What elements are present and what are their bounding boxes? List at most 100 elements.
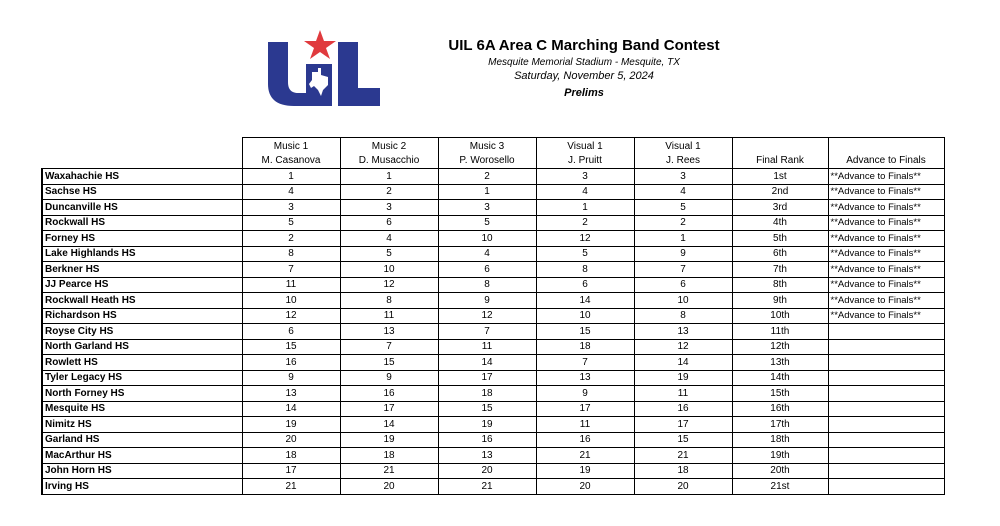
judge-rank-cell: 19 (339, 431, 439, 448)
table-row: North Garland HS 15 7 11 18 12 12th (41, 338, 945, 355)
judge-rank-cell: 13 (437, 447, 537, 464)
judge-rank-cell: 10 (339, 261, 439, 278)
judge-rank-cell: 6 (339, 214, 439, 231)
judge-rank-cell: 8 (339, 292, 439, 309)
judge-rank-cell: 14 (339, 416, 439, 433)
judge-rank-cell: 12 (633, 338, 733, 355)
judge-rank-cell: 17 (339, 400, 439, 417)
judge-rank-cell: 4 (339, 230, 439, 247)
final-rank-cell: 21st (731, 478, 829, 495)
judge-rank-cell: 10 (437, 230, 537, 247)
judge-rank-cell: 17 (241, 462, 341, 479)
judge-rank-cell: 16 (339, 385, 439, 402)
judge-rank-cell: 6 (241, 323, 341, 340)
final-rank-cell: 3rd (731, 199, 829, 216)
advance-status-cell: **Advance to Finals** (827, 276, 945, 293)
school-name-cell: Mesquite HS (41, 400, 243, 417)
results-body: Waxahachie HS 1 1 2 3 3 1st **Advance to Finals… (41, 168, 945, 495)
date-line: Saturday, November 5, 2024 (514, 70, 654, 82)
judge-rank-cell: 15 (535, 323, 635, 340)
final-rank-cell: 15th (731, 385, 829, 402)
final-rank-cell: 9th (731, 292, 829, 309)
judge-rank-cell: 8 (633, 307, 733, 324)
judge-rank-cell: 15 (339, 354, 439, 371)
table-row: John Horn HS 17 21 20 19 18 20th (41, 462, 945, 479)
judge-rank-cell: 1 (535, 199, 635, 216)
judge-rank-cell: 14 (241, 400, 341, 417)
round-label: Prelims (564, 87, 604, 99)
school-name-cell: Royse City HS (41, 323, 243, 340)
table-row: Waxahachie HS 1 1 2 3 3 1st **Advance to Finals… (41, 168, 945, 185)
judge-rank-cell: 9 (535, 385, 635, 402)
advance-status-cell (827, 323, 945, 340)
judge-rank-cell: 5 (339, 245, 439, 262)
final-rank-cell: 6th (731, 245, 829, 262)
advance-status-cell: **Advance to Finals** (827, 230, 945, 247)
judge-rank-cell: 18 (339, 447, 439, 464)
table-row: Royse City HS 6 13 7 15 13 11th (41, 323, 945, 340)
judge-rank-cell: 13 (241, 385, 341, 402)
table-row: Richardson HS 12 11 12 10 8 10th **Advance to F… (41, 307, 945, 324)
judge-rank-cell: 16 (241, 354, 341, 371)
judge-rank-cell: 6 (437, 261, 537, 278)
judge-rank-cell: 9 (241, 369, 341, 386)
advance-status-cell (827, 447, 945, 464)
final-rank-cell: 14th (731, 369, 829, 386)
judge-rank-cell: 4 (437, 245, 537, 262)
judge-rank-cell: 20 (535, 478, 635, 495)
school-name-cell: Lake Highlands HS (41, 245, 243, 262)
judge-rank-cell: 11 (535, 416, 635, 433)
judge-rank-cell: 21 (339, 462, 439, 479)
judge-rank-cell: 15 (633, 431, 733, 448)
judge-rank-cell: 20 (339, 478, 439, 495)
judge-rank-cell: 9 (437, 292, 537, 309)
header-blank-cell (42, 138, 242, 169)
judge-rank-cell: 19 (633, 369, 733, 386)
table-row: Garland HS 20 19 16 16 15 18th (41, 431, 945, 448)
judge-rank-cell: 10 (241, 292, 341, 309)
school-name-cell: North Garland HS (41, 338, 243, 355)
school-name-cell: Garland HS (41, 431, 243, 448)
advance-status-cell: **Advance to Finals** (827, 199, 945, 216)
judge-rank-cell: 21 (633, 447, 733, 464)
table-row: Mesquite HS 14 17 15 17 16 16th (41, 400, 945, 417)
advance-status-cell (827, 354, 945, 371)
judge-rank-cell: 3 (241, 199, 341, 216)
judge-rank-cell: 19 (241, 416, 341, 433)
school-name-cell: Sachse HS (41, 183, 243, 200)
table-row: Duncanville HS 3 3 3 1 5 3rd **Advance to Final… (41, 199, 945, 216)
judge-rank-cell: 21 (241, 478, 341, 495)
school-name-cell: Waxahachie HS (41, 168, 243, 185)
final-rank-cell: 11th (731, 323, 829, 340)
school-name-cell: Richardson HS (41, 307, 243, 324)
advance-status-cell: **Advance to Finals** (827, 261, 945, 278)
judge-rank-cell: 3 (535, 168, 635, 185)
school-name-cell: Duncanville HS (41, 199, 243, 216)
final-rank-cell: 20th (731, 462, 829, 479)
judge-rank-cell: 19 (535, 462, 635, 479)
judge-rank-cell: 2 (339, 183, 439, 200)
school-name-cell: Rockwall HS (41, 214, 243, 231)
school-name-cell: John Horn HS (41, 462, 243, 479)
judge-rank-cell: 18 (633, 462, 733, 479)
judge-rank-cell: 13 (535, 369, 635, 386)
judge-rank-cell: 13 (633, 323, 733, 340)
school-name-cell: Forney HS (41, 230, 243, 247)
judge-rank-cell: 18 (437, 385, 537, 402)
judge-rank-cell: 7 (633, 261, 733, 278)
judge-rank-cell: 12 (535, 230, 635, 247)
judge-rank-cell: 7 (437, 323, 537, 340)
table-row: Rockwall Heath HS 10 8 9 14 10 9th **Advance to… (41, 292, 945, 309)
texas-shape-icon (309, 68, 328, 96)
final-rank-cell: 13th (731, 354, 829, 371)
judge-rank-cell: 3 (633, 168, 733, 185)
judge-rank-cell: 11 (633, 385, 733, 402)
judge-rank-cell: 16 (437, 431, 537, 448)
school-name-cell: Rowlett HS (41, 354, 243, 371)
judge-rank-cell: 12 (437, 307, 537, 324)
judge-rank-cell: 11 (437, 338, 537, 355)
uil-logo (268, 30, 380, 106)
judge-rank-cell: 5 (535, 245, 635, 262)
judge-rank-cell: 20 (241, 431, 341, 448)
table-row: MacArthur HS 18 18 13 21 21 19th (41, 447, 945, 464)
